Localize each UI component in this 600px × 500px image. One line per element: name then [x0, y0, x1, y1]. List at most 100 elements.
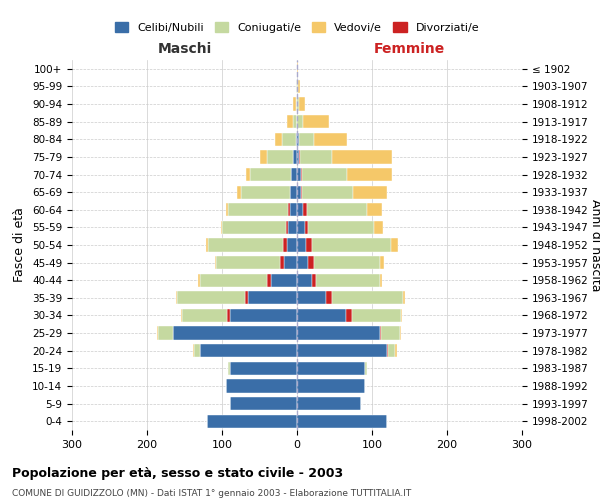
Bar: [241, 186, 290, 198]
Bar: [157, 326, 158, 340]
Bar: [248, 291, 297, 304]
Bar: [199, 274, 267, 287]
Bar: [226, 203, 228, 216]
Bar: [287, 115, 293, 128]
Bar: [287, 238, 297, 252]
Bar: [296, 98, 297, 110]
Bar: [283, 238, 287, 252]
Bar: [221, 221, 222, 234]
Bar: [299, 150, 300, 164]
Bar: [271, 274, 297, 287]
Bar: [286, 221, 288, 234]
Bar: [158, 326, 173, 340]
Bar: [303, 203, 307, 216]
Bar: [229, 397, 297, 410]
Bar: [308, 221, 374, 234]
Bar: [297, 115, 303, 128]
Bar: [229, 362, 297, 375]
Bar: [245, 291, 248, 304]
Bar: [227, 309, 229, 322]
Bar: [297, 150, 299, 164]
Bar: [395, 344, 397, 358]
Bar: [314, 256, 380, 269]
Bar: [312, 274, 316, 287]
Bar: [228, 362, 229, 375]
Bar: [365, 362, 367, 375]
Bar: [229, 309, 297, 322]
Bar: [182, 309, 227, 322]
Bar: [250, 168, 291, 181]
Text: Femmine: Femmine: [374, 42, 445, 56]
Bar: [237, 186, 241, 198]
Bar: [177, 291, 245, 304]
Bar: [297, 380, 365, 392]
Bar: [215, 256, 216, 269]
Bar: [381, 326, 400, 340]
Bar: [296, 80, 297, 93]
Bar: [325, 291, 331, 304]
Bar: [297, 274, 312, 287]
Bar: [275, 132, 282, 146]
Bar: [308, 256, 314, 269]
Bar: [297, 98, 299, 110]
Bar: [301, 168, 302, 181]
Bar: [297, 291, 325, 304]
Bar: [193, 344, 199, 358]
Bar: [297, 203, 303, 216]
Bar: [374, 221, 383, 234]
Bar: [314, 132, 347, 146]
Legend: Celibi/Nubili, Coniugati/e, Vedovi/e, Divorziati/e: Celibi/Nubili, Coniugati/e, Vedovi/e, Di…: [110, 18, 484, 37]
Bar: [303, 115, 329, 128]
Bar: [388, 344, 395, 358]
Bar: [206, 238, 208, 252]
Bar: [297, 168, 301, 181]
Bar: [300, 150, 331, 164]
Bar: [297, 221, 305, 234]
Bar: [367, 203, 382, 216]
Bar: [216, 256, 280, 269]
Bar: [346, 309, 352, 322]
Bar: [282, 132, 296, 146]
Bar: [380, 256, 384, 269]
Bar: [208, 238, 283, 252]
Bar: [297, 309, 346, 322]
Bar: [284, 256, 297, 269]
Bar: [297, 256, 308, 269]
Bar: [298, 80, 300, 93]
Text: COMUNE DI GUIDIZZOLO (MN) - Dati ISTAT 1° gennaio 2003 - Elaborazione TUTTITALIA: COMUNE DI GUIDIZZOLO (MN) - Dati ISTAT 1…: [12, 489, 411, 498]
Bar: [297, 238, 306, 252]
Bar: [293, 98, 296, 110]
Bar: [306, 238, 312, 252]
Bar: [288, 221, 297, 234]
Bar: [307, 203, 367, 216]
Bar: [299, 98, 305, 110]
Bar: [347, 168, 392, 181]
Bar: [293, 115, 297, 128]
Bar: [297, 132, 299, 146]
Bar: [302, 186, 353, 198]
Bar: [297, 186, 301, 198]
Bar: [312, 238, 391, 252]
Bar: [173, 326, 297, 340]
Bar: [297, 80, 298, 93]
Bar: [199, 344, 297, 358]
Bar: [291, 168, 297, 181]
Bar: [403, 291, 405, 304]
Bar: [400, 326, 401, 340]
Bar: [296, 132, 297, 146]
Bar: [260, 150, 267, 164]
Bar: [380, 274, 382, 287]
Bar: [391, 238, 398, 252]
Bar: [176, 291, 177, 304]
Bar: [305, 221, 308, 234]
Bar: [380, 326, 381, 340]
Bar: [246, 168, 250, 181]
Bar: [299, 132, 314, 146]
Bar: [290, 203, 297, 216]
Bar: [387, 344, 388, 358]
Bar: [302, 168, 347, 181]
Bar: [401, 309, 402, 322]
Bar: [222, 221, 286, 234]
Bar: [226, 380, 297, 392]
Bar: [352, 309, 401, 322]
